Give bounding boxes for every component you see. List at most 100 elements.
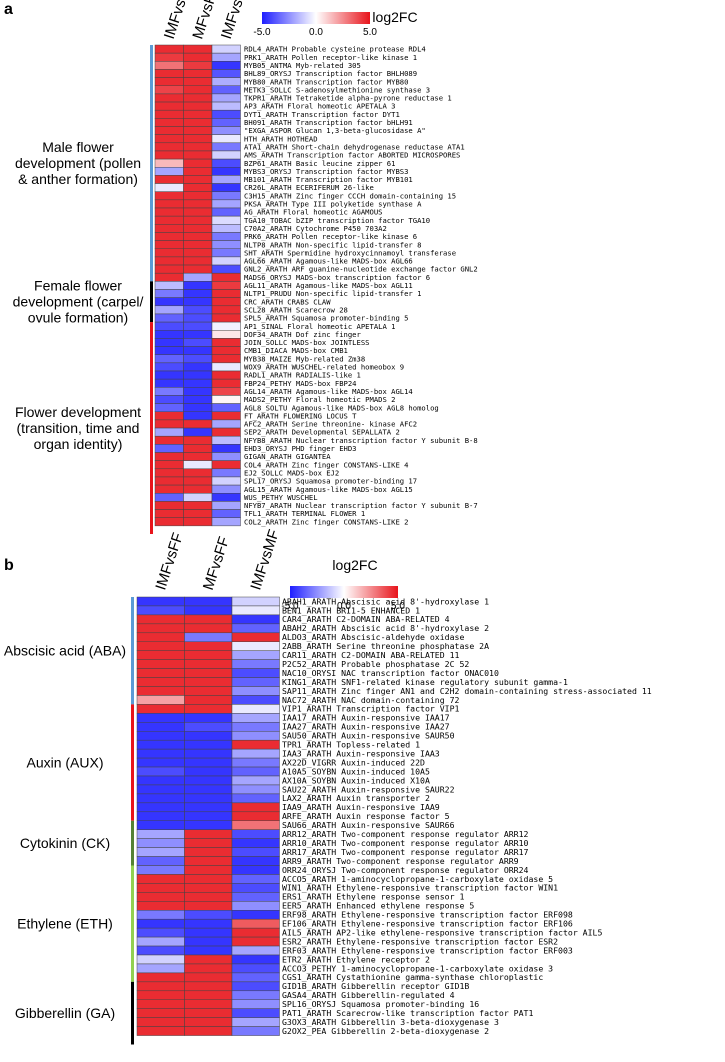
panel-letter-b: b xyxy=(4,557,14,574)
heatmap-cell xyxy=(136,883,185,893)
heatmap-cell xyxy=(211,427,241,437)
heatmap-cell xyxy=(211,501,241,510)
heatmap-cell xyxy=(184,874,233,884)
heatmap-cell xyxy=(183,476,213,486)
heatmap-cell xyxy=(136,847,185,857)
gene-label: 2ABB_ARATH Serine threonine phosphatase … xyxy=(282,641,489,651)
heatmap-cell xyxy=(136,668,185,678)
gene-label: IAA3_ARATH Auxin-responsive IAA3 xyxy=(282,748,440,758)
gene-label: TKPR1_ARATH Tetraketide alpha-pyrone red… xyxy=(244,94,452,103)
group-label: Flower development xyxy=(15,404,141,420)
gene-label: AP3_ARATH Floral homeotic APETALA 3 xyxy=(244,102,395,111)
heatmap-cell xyxy=(211,77,241,86)
heatmap-cell xyxy=(183,167,213,176)
heatmap-cell xyxy=(231,918,280,929)
heatmap-cell xyxy=(211,232,241,241)
gene-label: AX22D_VIGRR Auxin-induced 22D xyxy=(282,757,425,767)
gene-label: SHT_ARATH Spermidine hydroxycinnamoyl tr… xyxy=(244,248,456,257)
heatmap-cell xyxy=(136,981,185,992)
gene-label: JOIN_SOLLC MADS-box JOINTLESS xyxy=(244,338,370,347)
heatmap-cell xyxy=(184,829,233,839)
heatmap-cell xyxy=(211,517,241,527)
heatmap-cell xyxy=(184,766,233,777)
gene-label: ARR10_ARATH Two-component response regul… xyxy=(282,838,529,848)
legend-title: log2FC xyxy=(372,9,417,25)
heatmap-cell xyxy=(183,272,213,282)
heatmap-cell xyxy=(184,847,233,857)
gene-label: MADS2_PETHY Floral homeotic PMADS 2 xyxy=(244,395,395,404)
heatmap-cell xyxy=(231,695,280,705)
heatmap-cell xyxy=(211,338,241,347)
gene-label: "EXGA_ASPOR Glucan 1,3-beta-glucosidase … xyxy=(244,126,426,135)
gene-label: ERF03_ARATH Ethylene-responsive transcri… xyxy=(282,945,573,955)
heatmap-cell xyxy=(154,215,184,225)
heatmap-cell xyxy=(231,614,280,625)
heatmap-cell xyxy=(136,650,185,660)
group-label: organ identity) xyxy=(34,436,123,452)
gene-label: DYT1_ARATH Transcription factor DYT1 xyxy=(244,110,400,119)
gene-label: TPR1_ARATH Topless-related 1 xyxy=(282,740,420,750)
heatmap-cell xyxy=(211,191,241,201)
heatmap-cell xyxy=(231,972,280,983)
heatmap-cell xyxy=(184,739,233,750)
gene-label: GASA4_ARATH Gibberellin-regulated 4 xyxy=(282,990,455,1000)
heatmap-cell xyxy=(136,766,185,777)
heatmap-cell xyxy=(183,330,213,339)
gene-label: TGA10_TOBAC bZIP transcription factor TG… xyxy=(244,216,430,225)
heatmap-cell xyxy=(211,167,241,176)
heatmap-cell xyxy=(136,722,185,732)
heatmap-cell xyxy=(154,395,184,404)
heatmap-cell xyxy=(211,281,241,290)
heatmap-cell xyxy=(211,509,241,518)
group-label: Abscisic acid (ABA) xyxy=(4,643,126,659)
group-bar xyxy=(150,281,153,323)
heatmap-cell xyxy=(231,963,280,974)
legend-title: log2FC xyxy=(332,557,377,573)
legend-tick: 5.0 xyxy=(363,27,377,38)
heatmap-cell xyxy=(184,731,233,741)
heatmap-cell xyxy=(136,623,185,634)
heatmap-cell xyxy=(231,802,280,813)
heatmap-cell xyxy=(211,61,241,70)
heatmap-cell xyxy=(154,248,184,258)
heatmap-cell xyxy=(154,61,184,70)
group-label: Cytokinin (CK) xyxy=(20,835,110,851)
gene-label: EF106_ARATH Ethylene-responsive transcri… xyxy=(282,919,573,929)
heatmap-cell xyxy=(231,766,280,777)
heatmap-cell xyxy=(183,61,213,70)
heatmap-cell xyxy=(231,820,280,830)
heatmap-cell xyxy=(231,641,280,651)
heatmap-cell xyxy=(184,614,233,625)
heatmap-cell xyxy=(184,954,233,965)
gene-label: ATA1_ARATH Short-chain dehydrogenase red… xyxy=(244,142,465,151)
heatmap-cell xyxy=(154,134,184,144)
heatmap-cell xyxy=(136,811,185,821)
heatmap-cell xyxy=(184,757,233,768)
heatmap-cell xyxy=(211,387,241,396)
group-label: development (pollen xyxy=(15,155,141,171)
heatmap-cell xyxy=(184,910,233,920)
heatmap-cell xyxy=(211,264,241,274)
gene-label: IAA27_ARATH Auxin-responsive IAA27 xyxy=(282,722,450,732)
heatmap-cell xyxy=(183,395,213,404)
heatmap-cell xyxy=(154,305,184,315)
heatmap-cell xyxy=(136,784,185,795)
heatmap-cell xyxy=(136,1008,185,1018)
heatmap-cell xyxy=(183,158,213,168)
gene-label: BZP61_ARATH Basic leucine zipper 61 xyxy=(244,159,395,168)
heatmap-cell xyxy=(154,427,184,437)
heatmap-cell xyxy=(136,865,185,875)
heatmap-cell xyxy=(136,856,185,866)
heatmap-cell xyxy=(211,142,241,152)
gene-label: TFL1_ARATH TERMINAL FLOWER 1 xyxy=(244,509,365,518)
gene-label: G3OX3_ARATH Gibberellin 3-beta-dioxygena… xyxy=(282,1017,499,1027)
heatmap-cell xyxy=(154,264,184,274)
heatmap-cell xyxy=(231,668,280,678)
group-bar xyxy=(150,322,153,534)
gene-label: ERS1_ARATH Ethylene response sensor 1 xyxy=(282,892,464,902)
heatmap-cell xyxy=(184,641,233,651)
heatmap-cell xyxy=(183,101,213,111)
gene-label: AGL15_ARATH Agamous-like MADS-box AGL15 xyxy=(244,485,413,494)
gene-label: EHD3_ORYSJ PHD finger EHD3 xyxy=(244,444,357,453)
